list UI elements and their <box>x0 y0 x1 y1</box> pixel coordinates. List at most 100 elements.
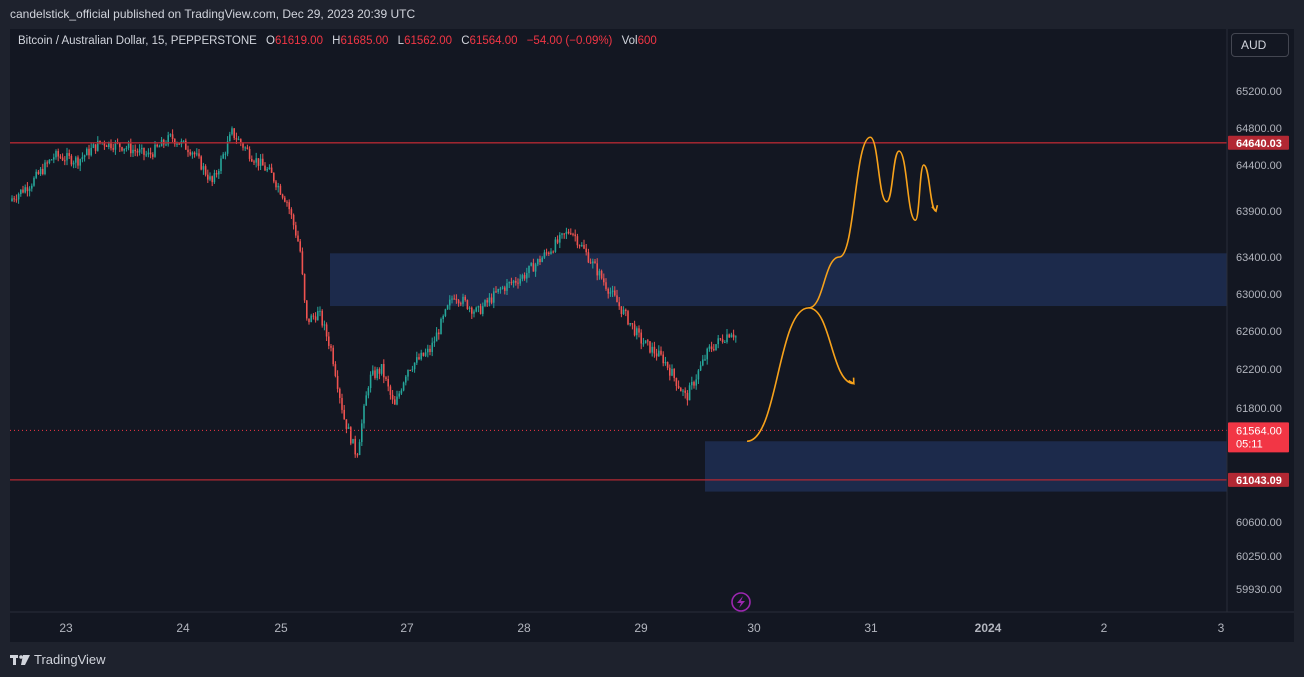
supply-demand-zones <box>330 253 1227 492</box>
projection-path-a[interactable] <box>746 136 937 443</box>
projection-path-b[interactable] <box>808 307 854 385</box>
candle-body <box>110 142 112 149</box>
candle-body <box>693 382 695 386</box>
candle-body <box>202 166 205 170</box>
candle-body <box>154 144 156 157</box>
candle-body <box>658 350 660 357</box>
candle-body <box>578 245 581 247</box>
price-tick-label: 60600.00 <box>1236 517 1282 529</box>
candle-body <box>92 144 95 148</box>
candle-body <box>167 135 169 145</box>
candle-body <box>200 156 202 170</box>
vol-value: 600 <box>637 35 657 47</box>
price-tick-label: 59930.00 <box>1236 584 1282 596</box>
time-axis[interactable]: 23 24 25 27 28 29 30 31 2024 2 3 <box>10 611 1294 642</box>
candle-body <box>512 280 515 283</box>
candle-body <box>629 323 631 325</box>
candle-body <box>543 252 546 258</box>
candle-body <box>735 336 737 338</box>
candle-body <box>517 282 519 284</box>
candle-body <box>519 278 521 284</box>
time-axis-bg <box>10 612 1294 642</box>
candle-body <box>376 369 378 379</box>
candle-body <box>323 324 326 326</box>
candle-body <box>713 349 715 351</box>
candle-body <box>717 338 719 345</box>
time-tick-label: 28 <box>517 621 531 635</box>
candle-body <box>119 142 121 148</box>
candle-body <box>66 153 68 161</box>
candle-body <box>325 324 328 337</box>
candle-body <box>724 342 726 344</box>
candle-body <box>627 311 629 325</box>
price-axis[interactable]: 65200.00 64800.00 64400.00 63900.00 63400.00… <box>1226 29 1294 612</box>
candle-body <box>246 147 249 150</box>
candle-body <box>125 147 128 149</box>
candle-body <box>482 306 484 314</box>
candle-body <box>618 302 620 307</box>
candle-body <box>187 149 189 153</box>
candle-body <box>572 233 574 235</box>
candle-body <box>413 362 416 370</box>
candle-body <box>28 188 31 192</box>
tradingview-logo[interactable]: TradingView <box>10 652 106 667</box>
candle-body <box>455 298 458 301</box>
candle-body <box>341 397 343 410</box>
candle-body <box>429 348 431 352</box>
candle-body <box>332 347 334 365</box>
candle-body <box>255 158 257 163</box>
candle-body <box>633 324 636 336</box>
candle-body <box>607 288 609 294</box>
current-price-label: 61564.00 <box>1236 425 1282 437</box>
candle-body <box>42 168 44 175</box>
current-price-tag <box>1228 422 1289 453</box>
candle-body <box>664 361 667 364</box>
candle-body <box>598 270 601 276</box>
candle-body <box>347 427 350 429</box>
candle-body <box>548 252 550 254</box>
candle-body <box>262 158 264 166</box>
candle-body <box>286 201 288 203</box>
candle-body <box>708 346 711 349</box>
candle-body <box>15 199 18 201</box>
candle-body <box>528 265 530 274</box>
candle-body <box>446 305 449 310</box>
candle-body <box>521 275 524 279</box>
high-label: H <box>332 35 341 47</box>
lightning-icon[interactable] <box>731 592 751 612</box>
candle-body <box>46 162 48 164</box>
candle-body <box>55 151 57 158</box>
time-tick-label: 2 <box>1101 621 1108 635</box>
candle-body <box>730 334 733 338</box>
candle-body <box>374 370 376 379</box>
candle-body <box>176 143 178 145</box>
candle-body <box>391 394 394 400</box>
candle-body <box>444 309 447 316</box>
candle-body <box>231 128 233 135</box>
candle-body <box>462 296 464 304</box>
currency-button[interactable]: AUD <box>1231 33 1289 57</box>
candle-body <box>499 288 502 290</box>
candle-body <box>130 143 132 154</box>
candle-body <box>264 165 266 171</box>
candle-body <box>383 364 385 378</box>
candle-body <box>416 357 418 363</box>
candle-body <box>292 214 295 226</box>
candle-body <box>411 369 414 371</box>
candle-body <box>185 140 187 150</box>
price-tick-label: 62600.00 <box>1236 326 1282 338</box>
candle-body <box>31 185 33 189</box>
candle-body <box>438 332 440 335</box>
candle-body <box>677 385 680 389</box>
level-price-tag-1 <box>1228 135 1289 150</box>
candle-body <box>556 239 559 243</box>
price-tick-label: 62200.00 <box>1236 364 1282 376</box>
zone-1 <box>330 253 1227 307</box>
candle-body <box>655 353 658 357</box>
candle-body <box>37 171 40 175</box>
price-tick-label: 63900.00 <box>1236 206 1282 218</box>
chart-area[interactable] <box>10 29 1294 642</box>
candle-body <box>644 340 647 344</box>
candle-body <box>253 161 255 163</box>
